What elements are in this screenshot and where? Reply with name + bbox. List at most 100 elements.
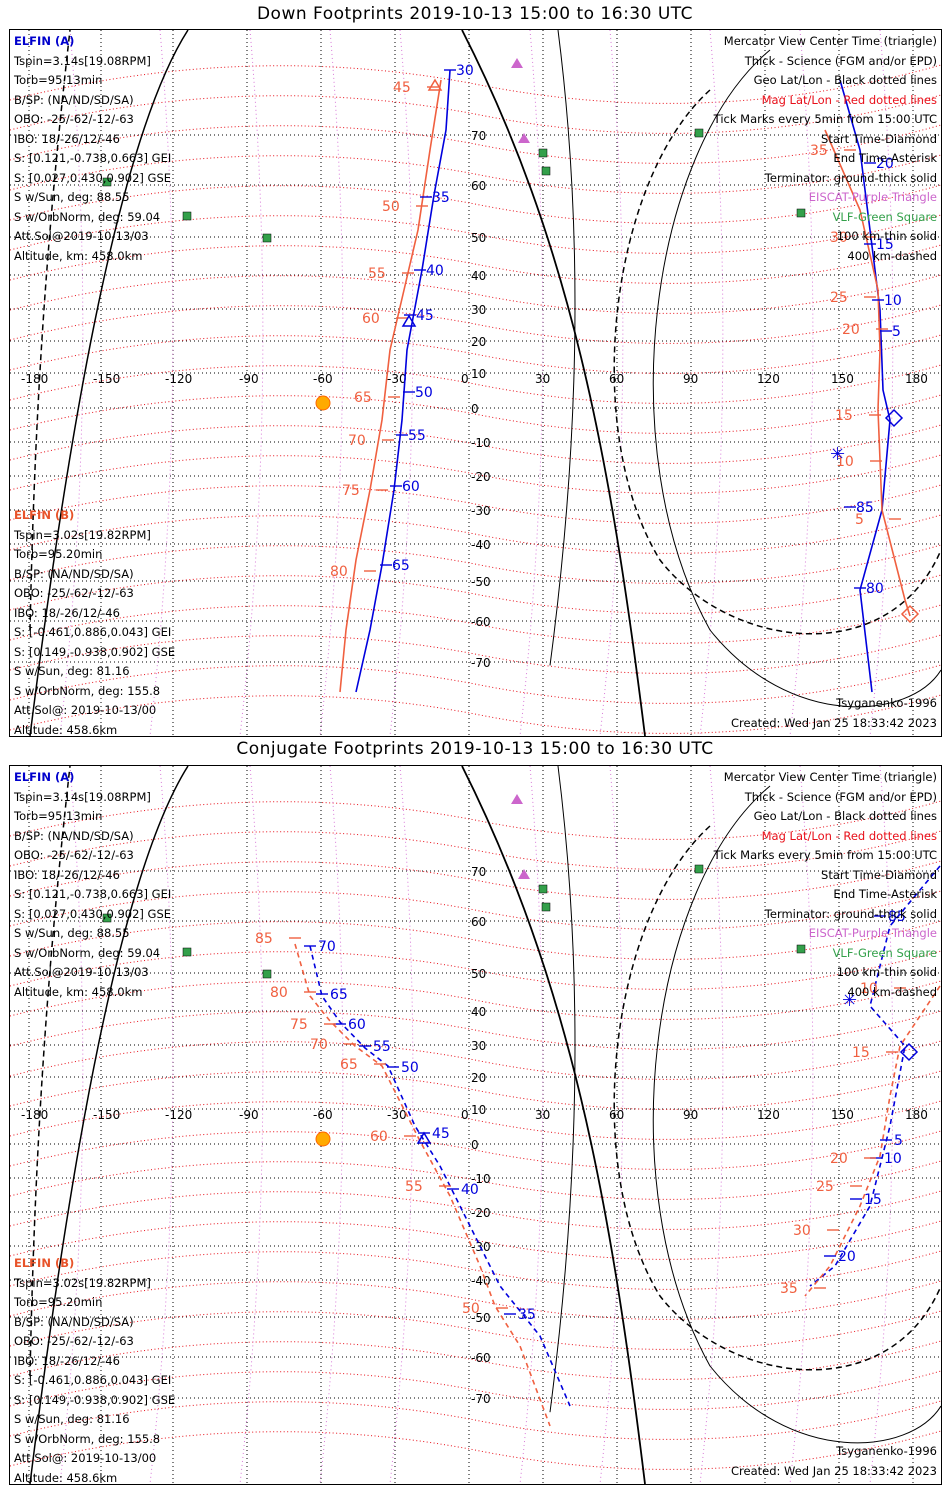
elfin-b-line: Tspin=3.02s[19.82RPM] <box>14 527 151 542</box>
mag-lat-line <box>10 394 941 434</box>
track-tick-label: 15 <box>835 408 853 424</box>
track-tick-label: 10 <box>860 981 878 997</box>
legend-line: Mercator View Center Time (triangle) <box>723 770 937 784</box>
vlf-marker <box>538 884 548 894</box>
lat-tick-label: -50 <box>471 1311 491 1325</box>
track-tick-label: 20 <box>842 322 860 338</box>
elfin-b-line: S: [-0.461,0.886,0.043] GEI <box>14 625 172 639</box>
elfin-a-line: IBO: 18/-26/12/-46 <box>14 131 120 146</box>
model-credit: Tsyganenko-1996 Created: Wed Jan 25 18:3… <box>731 1442 937 1481</box>
mag-lon-line <box>319 30 344 736</box>
elfin-b-line: S: [-0.461,0.886,0.043] GEI <box>14 1373 172 1387</box>
mag-lat-line <box>10 454 941 494</box>
track-tick-label: 85 <box>888 909 906 925</box>
mag-lat-line <box>10 1010 941 1050</box>
elfin-b-label: ELFIN (B) <box>14 508 75 522</box>
track-tick-label: 15 <box>864 1192 882 1208</box>
mag-lon-line <box>599 766 624 1484</box>
track-tick-label: 65 <box>330 987 348 1003</box>
track-tick-label: 25 <box>830 290 848 306</box>
terminator-100km-line <box>549 30 576 666</box>
legend-line: Start Time-Diamond <box>821 131 937 146</box>
lat-tick-label: -40 <box>471 538 491 552</box>
vlf-marker <box>262 233 272 243</box>
vlf-marker <box>102 913 112 923</box>
elfin-b-line: IBO: 18/-26/12/-46 <box>14 605 120 620</box>
track-tick-label: 60 <box>370 1129 388 1145</box>
legend-line: Start Time-Diamond <box>821 867 937 882</box>
mag-lat-line <box>10 544 941 584</box>
vlf-marker <box>102 177 112 187</box>
lon-tick-label: -120 <box>165 372 192 386</box>
conjugate-footprints-plot: -180 -150 -120 -90 -60 -30 0 30 60 90 120 150 180706… <box>10 766 941 1484</box>
mag-lat-line <box>10 1040 941 1080</box>
eiscat-marker <box>511 58 523 68</box>
terminator-line <box>461 30 646 736</box>
model-name: Tsyganenko-1996 <box>836 696 937 710</box>
end-asterisk-a: ✳ <box>842 990 857 1011</box>
lon-tick-label: -60 <box>313 1108 333 1122</box>
vlf-marker <box>796 208 806 218</box>
down-footprints-map: -180 -150 -120 -90 -60 -30 0 30 60 90 120 150 180 70 6… <box>9 29 942 737</box>
mag-lat-line <box>10 514 941 554</box>
mag-lat-line <box>10 1400 941 1440</box>
bottom-panel-title: Conjugate Footprints 2019-10-13 15:00 to… <box>236 739 714 759</box>
track-tick-label: 10 <box>836 454 854 470</box>
track-tick-label: 30 <box>456 63 474 79</box>
legend-line: 100 km-thin solid <box>836 229 937 243</box>
vlf-marker <box>182 947 192 957</box>
lon-tick-label: 30 <box>535 372 550 386</box>
lat-tick-label: 60 <box>471 179 486 193</box>
mag-lat-line <box>10 694 941 734</box>
mag-lat-line <box>10 244 941 284</box>
map-legend: Mercator View Center Time (triangle) Thi… <box>714 768 937 1002</box>
lat-tick-label: -70 <box>471 1392 491 1406</box>
track-tick-label: 60 <box>402 479 420 495</box>
lat-tick-label: -20 <box>471 470 491 484</box>
elfin-b-line: S w/OrbNorm, deg: 155.8 <box>14 683 161 698</box>
legend-line: VLF-Green Square <box>832 945 937 960</box>
elfin-a-line: Torb=95.13min <box>14 809 103 823</box>
mag-lat-line <box>10 1070 941 1110</box>
lon-tick-label: 120 <box>757 372 780 386</box>
track-tick-label: 55 <box>408 428 426 444</box>
lon-tick-label: 60 <box>609 1108 624 1122</box>
elfin-a-line: Att.Sol@2019-10-13/03 <box>14 965 149 979</box>
lat-tick-label: -60 <box>471 1351 491 1365</box>
lat-tick-label: 0 <box>471 402 479 416</box>
mag-lat-line <box>10 634 941 674</box>
elfin-a-line: S w/Sun, deg: 88.55 <box>14 190 130 204</box>
mag-lat-line <box>10 1370 941 1410</box>
mag-lat-line <box>10 574 941 614</box>
mag-lat-line <box>10 1280 941 1320</box>
mag-lat-line <box>10 860 941 900</box>
track-tick-label: 10 <box>884 1151 902 1167</box>
terminator-100km-line <box>652 785 941 1444</box>
track-tick-label: 80 <box>330 564 348 580</box>
lon-tick-label: -120 <box>165 1108 192 1122</box>
track-tick-label: 65 <box>340 1057 358 1073</box>
track-tick-label: 60 <box>348 1017 366 1033</box>
legend-line: EISCAT-Purple Triangle <box>808 190 937 204</box>
elfin-a-label: ELFIN (A) <box>14 770 75 784</box>
mag-lat-line <box>10 1130 941 1170</box>
mag-lat-line <box>10 1310 941 1350</box>
lat-tick-label: 30 <box>471 1039 486 1053</box>
elfin-b-track <box>804 985 941 1297</box>
track-tick-label: 70 <box>310 1037 328 1053</box>
track-tick-label: 35 <box>780 1281 798 1297</box>
elfin-a-line: S: [0.027,0.430,0.902] GSE <box>14 170 172 185</box>
elfin-b-line: B/SP: (NA/ND/SD/SA) <box>14 566 134 581</box>
track-tick-label: 80 <box>866 581 884 597</box>
legend-line: Tick Marks every 5min from 15:00 UTC <box>713 112 937 126</box>
mag-lon-line <box>599 30 624 736</box>
elfin-a-line: Altitude, km: 458.0km <box>14 984 143 999</box>
lon-tick-label: -180 <box>21 1108 48 1122</box>
legend-line: Terminator: ground-thick solid <box>764 170 937 185</box>
mag-lat-line <box>10 1100 941 1140</box>
mag-lat-line <box>10 64 941 104</box>
track-tick-label: 35 <box>810 143 828 159</box>
elfin-a-line: B/SP: (NA/ND/SD/SA) <box>14 828 134 843</box>
mag-lon-line <box>149 766 174 1484</box>
track-tick-label: 60 <box>362 311 380 327</box>
